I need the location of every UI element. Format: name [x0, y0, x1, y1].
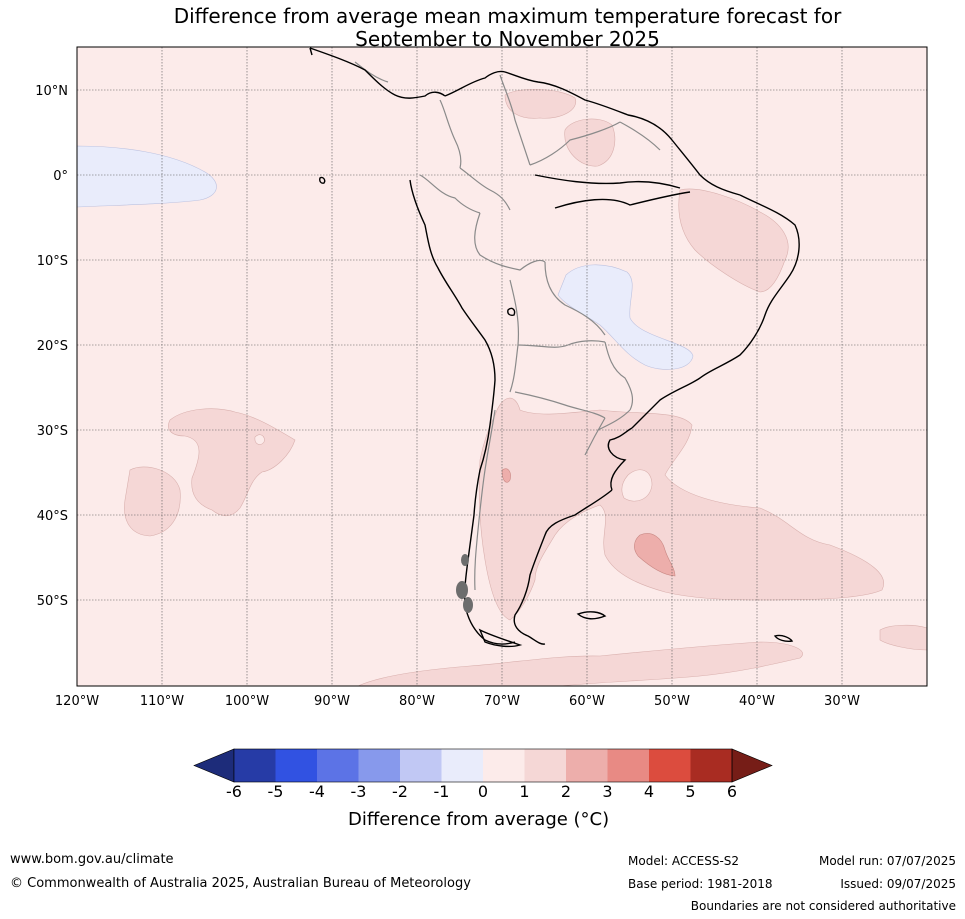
anomaly-zone-warm-pacific-west — [124, 466, 181, 537]
coast-galapagos — [319, 176, 326, 184]
colorbar-tick-label: 2 — [560, 782, 572, 801]
colorbar-segment — [566, 749, 608, 782]
lat-label-40s: 40°S — [37, 509, 68, 524]
title-line-2: September to November 2025 — [355, 27, 660, 51]
lat-label-10s: 10°S — [37, 254, 68, 269]
gridlines — [77, 47, 927, 686]
colorbar-segment — [483, 749, 525, 782]
colorbar-segment — [524, 749, 566, 782]
colorbar-segment — [275, 749, 317, 782]
anomaly-zone-warm-south-america — [478, 397, 884, 621]
lon-label-100w: 100°W — [225, 694, 269, 709]
base-period: Base period: 1981-2018 — [628, 877, 773, 891]
country-borders — [354, 61, 661, 591]
colorbar-tick-label: 5 — [685, 782, 696, 801]
colorbar-segment — [358, 749, 400, 782]
anomaly-zone-hot-argentina — [501, 468, 511, 483]
anomaly-zone-warm-pacific-central — [168, 408, 296, 517]
lon-label-70w: 70°W — [484, 694, 520, 709]
title-line-1: Difference from average mean maximum tem… — [173, 4, 842, 28]
chilean-fjords — [456, 554, 473, 613]
colorbar-segment — [234, 749, 276, 782]
colorbar — [193, 748, 773, 783]
anomaly-zone-warm-venezuela — [504, 88, 577, 119]
coast-central-america — [309, 47, 446, 99]
colorbar-segment — [400, 749, 442, 782]
colorbar-segment — [649, 749, 691, 782]
colorbar-segment — [607, 749, 649, 782]
anomaly-zone-cool-brazil — [557, 264, 694, 370]
lon-label-60w: 60°W — [569, 694, 605, 709]
colorbar-tick-label: 1 — [519, 782, 530, 801]
colorbar-tick-label: 0 — [477, 782, 489, 801]
colorbar-tick-label: -4 — [309, 782, 325, 801]
anomaly-zone-neutral-uruguay-offshore — [621, 469, 653, 502]
copyright-text: © Commonwealth of Australia 2025, Austra… — [10, 876, 471, 891]
lon-label-40w: 40°W — [739, 694, 775, 709]
colorbar-tick-label: -6 — [226, 782, 242, 801]
colorbar-extend-low — [193, 748, 235, 783]
coast-south-georgia — [773, 634, 794, 642]
model-run-date: Model run: 07/07/2025 — [818, 854, 956, 868]
colorbar-tick-label: -1 — [433, 782, 450, 801]
lat-label-30s: 30°S — [37, 424, 68, 439]
lat-label-50s: 50°S — [37, 594, 68, 609]
coast-brazil-east — [631, 194, 800, 429]
boundaries-disclaimer: Boundaries are not considered authoritat… — [690, 899, 956, 913]
coast-caribbean-north — [444, 70, 741, 196]
anomaly-zone-warm-southern-ocean — [357, 641, 803, 687]
coast-patagonia-east — [513, 489, 613, 645]
lon-label-80w: 80°W — [399, 694, 435, 709]
lat-label-10n: 10°N — [35, 84, 68, 99]
colorbar-tick-label: 4 — [643, 782, 655, 801]
model-name: Model: ACCESS-S2 — [628, 854, 740, 868]
website-link[interactable]: www.bom.gov.au/climate — [10, 852, 174, 867]
colorbar-outline — [233, 748, 733, 783]
coast-lake-titicaca — [507, 307, 516, 316]
coast-plata — [607, 427, 633, 491]
coast-amazon-river — [534, 174, 681, 189]
lat-label-0: 0° — [53, 169, 68, 184]
issued-date: Issued: 09/07/2025 — [840, 877, 956, 891]
lon-label-90w: 90°W — [314, 694, 350, 709]
colorbar-title: Difference from average (°C) — [348, 809, 610, 830]
colorbar-segment — [317, 749, 359, 782]
lon-label-50w: 50°W — [654, 694, 690, 709]
lon-label-120w: 120°W — [55, 694, 99, 709]
colorbar-tick-label: 3 — [602, 782, 613, 801]
colorbar-segment — [441, 749, 483, 782]
lon-label-110w: 110°W — [140, 694, 184, 709]
anomaly-zone-neutral-pacific-hole — [254, 434, 265, 445]
colorbar-tick-label: 6 — [726, 782, 738, 801]
coast-amazon-south — [554, 191, 691, 209]
colorbar-segment — [690, 749, 732, 782]
latitude-labels: 10°N 0° 10°S 20°S 30°S 40°S 50°S — [35, 84, 68, 609]
anomaly-zone-warm-ne-brazil — [678, 188, 789, 293]
colorbar-tick-label: -3 — [350, 782, 367, 801]
map-title: Difference from average mean maximum tem… — [0, 5, 965, 51]
colorbar-extend-high — [731, 748, 773, 783]
colorbar-tick-label: -2 — [392, 782, 408, 801]
lat-label-20s: 20°S — [37, 339, 68, 354]
colorbar-tick-label: -5 — [267, 782, 284, 801]
map-frame — [76, 46, 928, 687]
anomaly-zone-hot-atlantic — [634, 533, 676, 577]
coast-fuegia — [478, 628, 523, 648]
coast-falklands — [576, 611, 607, 620]
longitude-labels: 120°W 110°W 100°W 90°W 80°W 70°W 60°W 50… — [55, 694, 860, 709]
lon-label-30w: 30°W — [824, 694, 860, 709]
anomaly-zone-cool-pacific — [76, 145, 217, 208]
